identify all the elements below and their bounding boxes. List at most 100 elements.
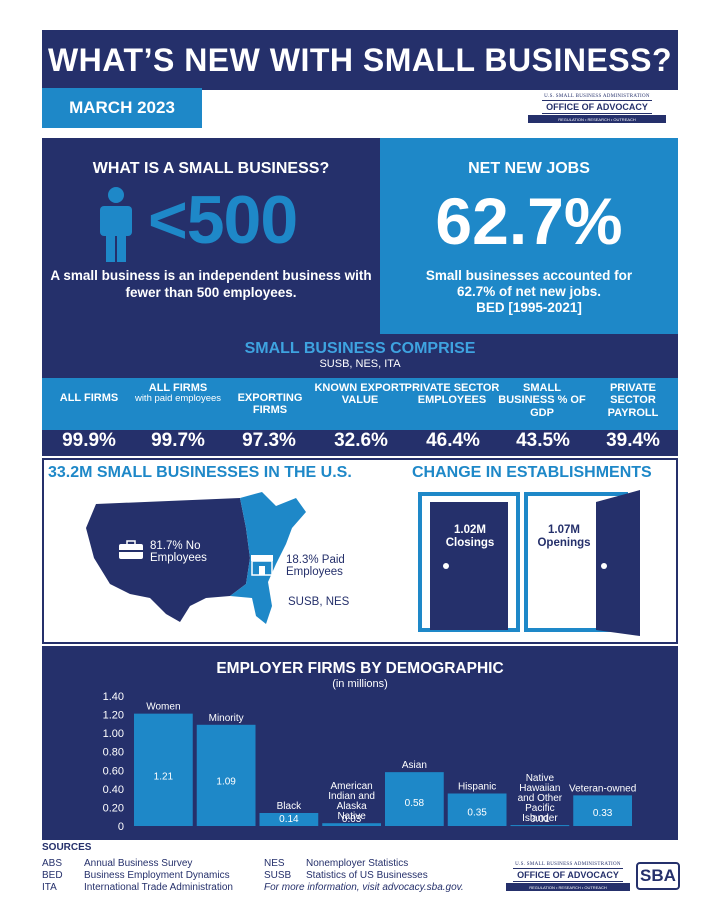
y-tick-label: 1.40 [103, 691, 124, 703]
bar-value-label: 1.09 [216, 776, 236, 787]
logo-strip-text: REGULATION • RESEARCH • OUTREACH [528, 115, 666, 123]
openings-label: 1.07M Openings [526, 524, 602, 550]
category-label-line: Black [277, 801, 302, 812]
logo-small-text: U.S. SMALL BUSINESS ADMINISTRATION [544, 94, 650, 99]
category-label-line: Native [337, 811, 366, 822]
bar [573, 795, 632, 826]
source-abs: ABS Annual Business Survey [42, 858, 192, 870]
source-ita: ITA International Trade Administration [42, 882, 233, 894]
bar-value-label: 0.01 [530, 814, 550, 825]
y-tick-label: 1.00 [103, 728, 124, 740]
category-label: Native Hawaiian and Other Pacific Islander [518, 773, 563, 824]
category-label-line: Native [526, 773, 555, 784]
more-info-link[interactable]: For more information, visit advocacy.sba… [264, 882, 464, 893]
source-nes: NES Nonemployer Statistics [264, 858, 408, 870]
category-label-line: Minority [209, 713, 244, 724]
sba-logo: SBA [636, 862, 680, 890]
y-tick-label: 0.20 [103, 802, 124, 814]
y-tick-label: 0 [118, 821, 124, 833]
bar [259, 813, 319, 826]
paid-employees-label: 18.3% Paid Employees [286, 554, 345, 579]
source-name: Statistics of US Businesses [306, 870, 428, 881]
comprise-value-paid-firms: 99.7% [151, 430, 205, 451]
source-name: Nonemployer Statistics [306, 858, 409, 869]
map-source: SUSB, NES [288, 596, 350, 608]
category-label: American Indian and Alaska Native [328, 781, 375, 822]
bar [196, 724, 256, 826]
col-label-text: SMALL BUSINESS % OF GDP [498, 382, 586, 419]
comprise-label-payroll: PRIVATE SECTOR PAYROLL [588, 382, 678, 419]
bar-value-label: 0.58 [405, 798, 425, 809]
date-label: MARCH 2023 [42, 88, 202, 128]
logo-small-text: U.S. SMALL BUSINESS ADMINISTRATION [515, 862, 621, 867]
header-bar: WHAT’S NEW WITH SMALL BUSINESS? [42, 30, 678, 90]
bar-value-label: 0.35 [467, 807, 487, 818]
open-door-knob [601, 563, 607, 569]
comprise-sources: SUSB, NES, ITA [319, 358, 401, 370]
source-abbr: ITA [42, 882, 57, 893]
small-business-heading: WHAT IS A SMALL BUSINESS? [92, 160, 330, 177]
comprise-value-payroll: 39.4% [606, 430, 660, 451]
y-tick-label: 1.20 [103, 710, 124, 722]
comprise-value-employees: 46.4% [426, 430, 480, 451]
category-label-line: Asian [402, 760, 427, 771]
closings-value: 1.02M [454, 524, 486, 536]
demographic-bar-chart: 0 0.20 0.40 0.60 0.80 1.00 1.20 1.40 1.21 Women 1.… [103, 691, 637, 833]
us-map-west [86, 498, 250, 622]
source-name: International Trade Administration [84, 882, 233, 893]
category-label-line: Pacific [525, 803, 554, 814]
bar [447, 793, 507, 826]
briefcase-icon [118, 540, 144, 565]
col-label-text: PRIVATE SECTOR EMPLOYEES [404, 382, 500, 407]
comprise-title: SMALL BUSINESS COMPRISE [244, 340, 476, 357]
comprise-label-all-firms: ALL FIRMS [44, 392, 134, 404]
person-icon [96, 186, 136, 269]
comprise-value-gdp: 43.5% [516, 430, 570, 451]
source-abbr: ABS [42, 858, 63, 869]
threshold-number: <500 [148, 182, 298, 258]
bar [134, 713, 193, 826]
y-tick-label: 0.60 [103, 765, 124, 777]
bar [510, 825, 570, 827]
doors-illustration [418, 490, 640, 636]
net-jobs-description-text: Small businesses accounted for 62.7% of … [425, 268, 633, 300]
bar [385, 772, 444, 826]
comprise-value-exporting: 97.3% [242, 430, 296, 451]
closed-door-knob [443, 563, 449, 569]
net-jobs-panel: NET NEW JOBS [380, 138, 678, 334]
bar-value-label: 0.33 [593, 808, 613, 819]
category-label-line: American [331, 781, 373, 792]
source-abbr: NES [264, 858, 285, 869]
category-label: Asian [402, 760, 427, 771]
chart-subtitle: (in millions) [332, 678, 388, 690]
openings-text: Openings [537, 537, 591, 550]
y-tick-label: 0.80 [103, 747, 124, 759]
category-label: Minority [209, 713, 244, 724]
category-label-line: Hispanic [458, 782, 496, 793]
comprise-label-band [42, 378, 678, 430]
comprise-value-all-firms: 99.9% [62, 430, 116, 451]
comprise-label-paid-firms: ALL FIRMS with paid employees [133, 382, 223, 405]
col-label-sub: with paid employees [134, 393, 222, 405]
small-business-panel: WHAT IS A SMALL BUSINESS? [42, 138, 380, 334]
bar-value-label: 1.21 [154, 771, 174, 782]
comprise-label-export-value: KNOWN EXPORT VALUE [314, 382, 406, 407]
category-label-line: Hawaiian [519, 783, 560, 794]
category-label-line: Islander [522, 813, 558, 824]
chart-title: EMPLOYER FIRMS BY DEMOGRAPHIC [216, 660, 504, 677]
comprise-label-employees: PRIVATE SECTOR EMPLOYEES [404, 382, 500, 407]
storefront-icon [250, 554, 274, 581]
page-title: WHAT’S NEW WITH SMALL BUSINESS? [47, 41, 673, 78]
bar [322, 823, 381, 826]
col-label-text: KNOWN EXPORT VALUE [314, 382, 406, 407]
net-jobs-source: BED [1995-2021] [476, 300, 582, 316]
establishments-title: CHANGE IN ESTABLISHMENTS [412, 464, 652, 481]
category-label: Veteran-owned [569, 783, 636, 794]
logo-main-text: OFFICE OF ADVOCACY [542, 100, 652, 114]
map-title: 33.2M SMALL BUSINESSES IN THE U.S. [48, 464, 352, 481]
no-employees-label: 81.7% No Employees [150, 540, 207, 565]
comprise-label-gdp: SMALL BUSINESS % OF GDP [497, 382, 587, 419]
source-name: Business Employment Dynamics [84, 870, 230, 881]
sources-title: SOURCES [42, 842, 92, 853]
closings-text: Closings [445, 537, 495, 550]
